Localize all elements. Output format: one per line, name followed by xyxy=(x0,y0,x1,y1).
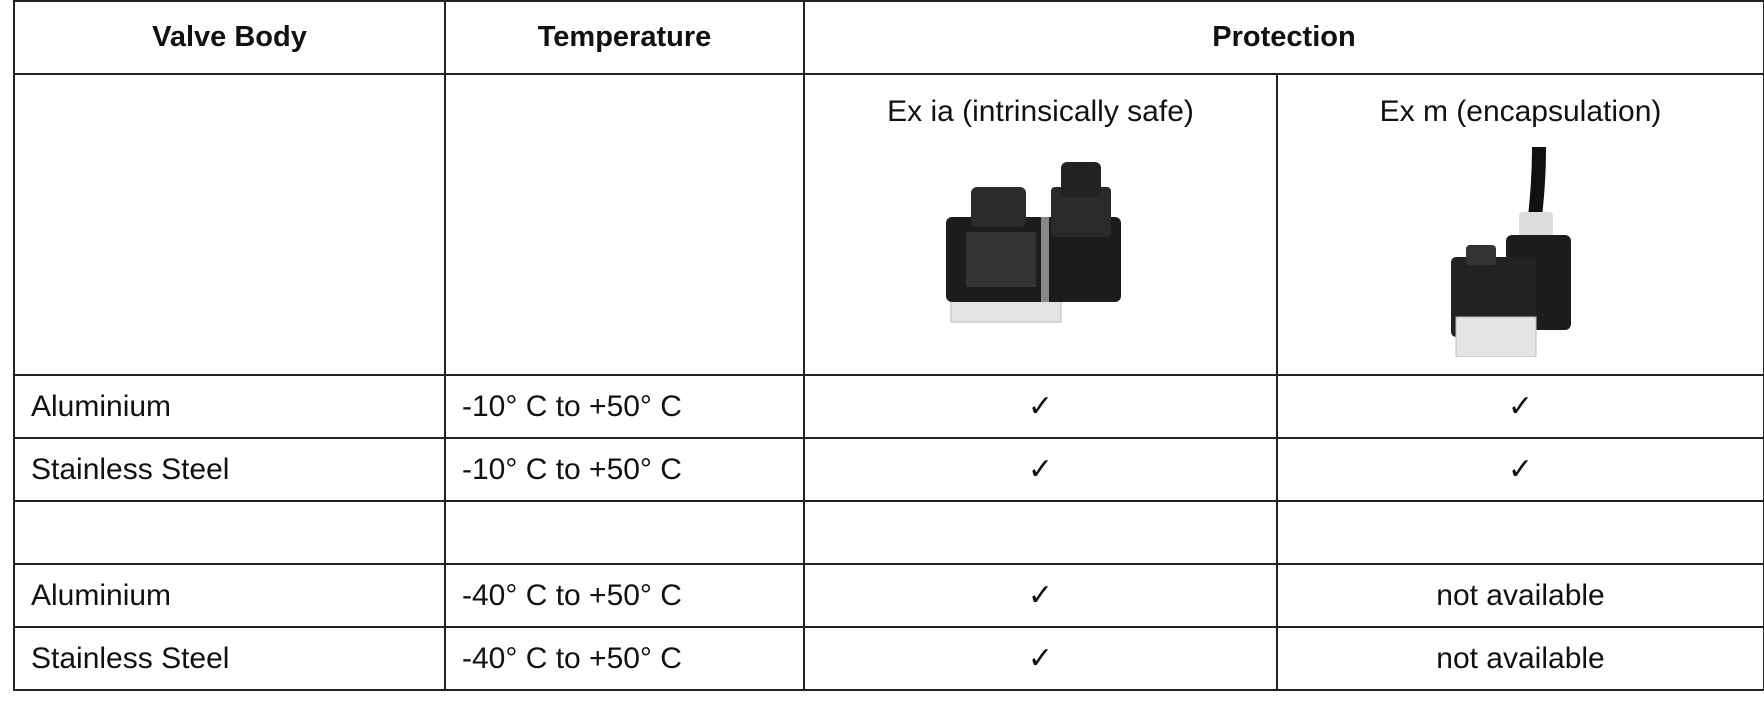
cell: Stainless Steel xyxy=(13,626,446,691)
cell: ✓ xyxy=(803,563,1278,628)
header-cell: Valve Body xyxy=(13,0,446,75)
header-cell: Temperature xyxy=(444,0,805,75)
empty-cell xyxy=(13,73,446,376)
protection-table: Valve Body Temperature Protection Ex ia … xyxy=(13,0,1764,691)
type-label: Ex ia (intrinsically safe) xyxy=(887,95,1194,128)
type-cell: Ex ia (intrinsically safe) xyxy=(803,73,1278,376)
cell: -40° C to +50° C xyxy=(444,626,805,691)
cell: Aluminium xyxy=(13,563,446,628)
cell: Stainless Steel xyxy=(13,437,446,502)
empty-cell xyxy=(444,500,805,565)
empty-cell xyxy=(803,500,1278,565)
product-image xyxy=(945,162,1121,323)
row: Aluminium -40° C to +50° C ✓ not availab… xyxy=(13,563,1764,628)
cell: ✓ xyxy=(1276,374,1764,439)
cell: Aluminium xyxy=(13,374,446,439)
row: Stainless Steel -40° C to +50° C ✓ not a… xyxy=(13,626,1764,691)
cell: -40° C to +50° C xyxy=(444,563,805,628)
cell: ✓ xyxy=(803,626,1278,691)
type-cell: Ex m (encapsulation) xyxy=(1276,73,1764,376)
cell: ✓ xyxy=(803,437,1278,502)
empty-cell xyxy=(13,500,446,565)
row: Stainless Steel -10° C to +50° C ✓ ✓ xyxy=(13,437,1764,502)
row: Aluminium -10° C to +50° C ✓ ✓ xyxy=(13,374,1764,439)
empty-cell xyxy=(1276,500,1764,565)
header-cell: Protection xyxy=(803,0,1764,75)
cell: not available xyxy=(1276,626,1764,691)
spacer-row xyxy=(13,500,1764,565)
image-row: Ex ia (intrinsically safe) Ex m (encapsu… xyxy=(13,73,1764,376)
cell: -10° C to +50° C xyxy=(444,437,805,502)
header-row: Valve Body Temperature Protection xyxy=(13,0,1764,75)
type-label: Ex m (encapsulation) xyxy=(1379,95,1662,128)
cell: ✓ xyxy=(1276,437,1764,502)
cell: -10° C to +50° C xyxy=(444,374,805,439)
cell: not available xyxy=(1276,563,1764,628)
empty-cell xyxy=(444,73,805,376)
product-image xyxy=(1450,147,1571,357)
cell: ✓ xyxy=(803,374,1278,439)
